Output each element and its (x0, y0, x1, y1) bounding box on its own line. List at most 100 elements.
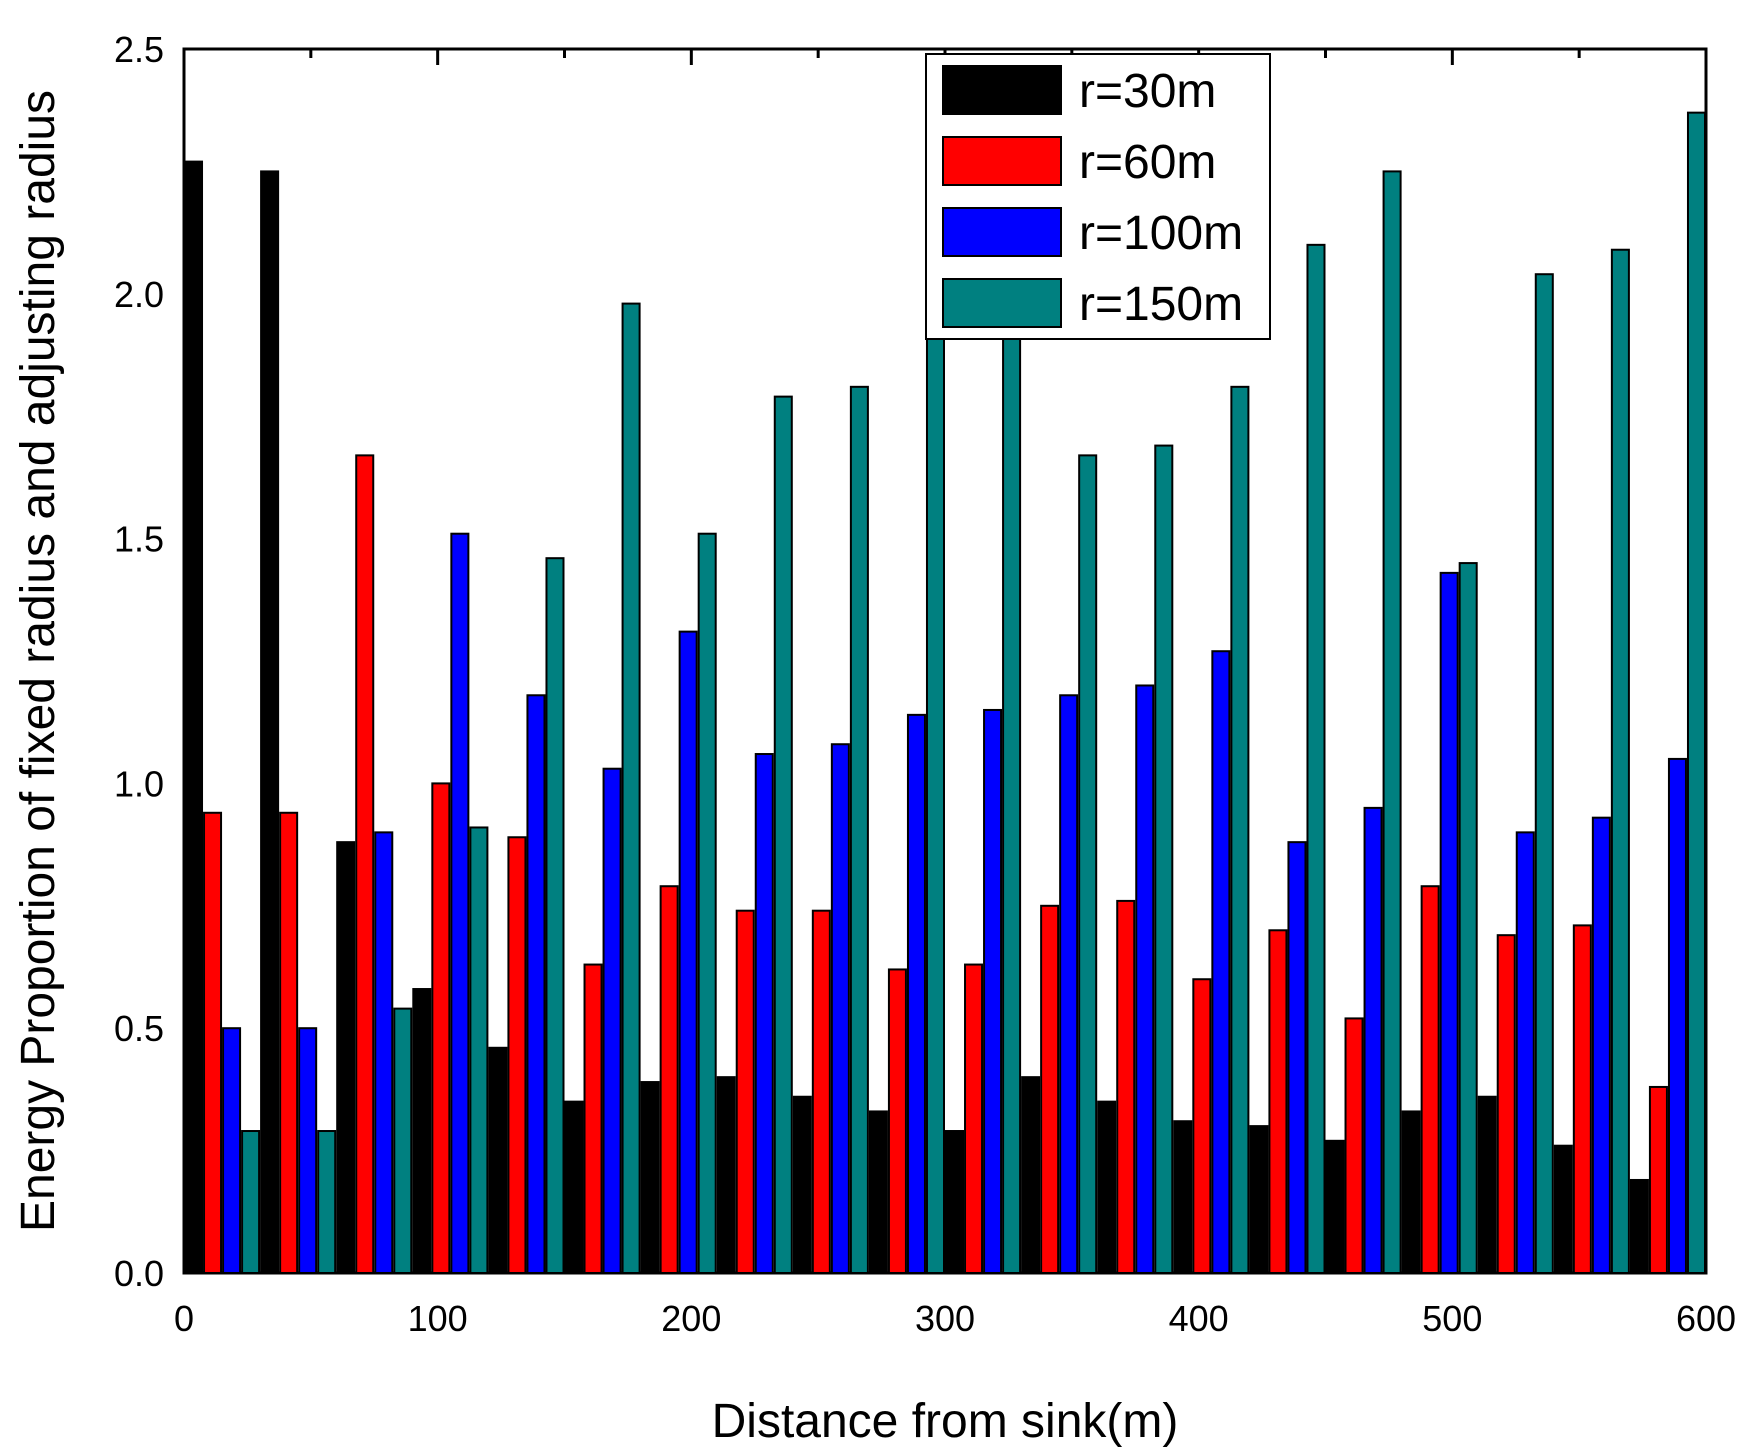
bar-r-60m (1040, 904, 1060, 1273)
legend-swatch (942, 65, 1062, 115)
bar-r-30m (1097, 1100, 1117, 1273)
x-tick-label: 0 (174, 1298, 194, 1339)
bar-r-150m (1078, 454, 1098, 1273)
bar-r-60m (964, 963, 984, 1273)
bar-r-60m (507, 836, 527, 1273)
y-tick-label: 0.0 (114, 1253, 164, 1294)
legend-label: r=60m (1079, 136, 1216, 189)
bar-r-100m (1059, 694, 1079, 1273)
x-tick-label: 100 (408, 1298, 468, 1339)
bar-r-60m (1268, 929, 1288, 1273)
bar-r-30m (488, 1046, 508, 1273)
bar-r-30m (792, 1095, 812, 1273)
bar-r-60m (735, 909, 755, 1273)
legend: r=30m r=60m r=100m r=150m (925, 53, 1271, 340)
bar-r-30m (640, 1081, 660, 1273)
bar-r-100m (983, 708, 1003, 1273)
bar-r-100m (602, 767, 622, 1273)
bar-r-30m (1707, 1229, 1724, 1273)
legend-label: r=30m (1079, 65, 1216, 118)
bar-r-150m (925, 336, 945, 1273)
bar-r-30m (1173, 1120, 1193, 1273)
bar-r-60m (203, 811, 223, 1273)
bar-r-150m (773, 395, 793, 1273)
bar-r-100m (1667, 757, 1687, 1273)
bar-r-60m (1648, 1085, 1668, 1273)
bar-r-60m (1726, 1082, 1743, 1273)
bar-r-150m (849, 385, 869, 1273)
legend-swatch (942, 278, 1062, 328)
bar-r-60m (1420, 885, 1440, 1273)
bar-r-30m (716, 1076, 736, 1273)
bar-r-150m (621, 302, 641, 1273)
bar-r-150m (1230, 385, 1250, 1273)
bar-r-30m (1325, 1139, 1345, 1273)
bar-r-150m (1154, 444, 1174, 1273)
bar-r-100m (374, 831, 394, 1273)
bar-r-100m (1287, 841, 1307, 1273)
legend-label: r=150m (1079, 278, 1243, 331)
bar-r-30m (260, 170, 280, 1273)
bar-r-60m (583, 963, 603, 1273)
x-tick-label: 200 (661, 1298, 721, 1339)
bar-r-30m (868, 1110, 888, 1273)
bar-r-30m (184, 160, 204, 1273)
bar-r-150m (1686, 111, 1706, 1273)
bar-r-150m (1002, 331, 1022, 1273)
bar-r-30m (1401, 1110, 1421, 1273)
bar-r-150m (1382, 170, 1402, 1273)
bar-r-150m (697, 532, 717, 1273)
bar-r-150m (1306, 243, 1326, 1273)
bar-r-150m (317, 1130, 337, 1273)
bar-r-100m (1135, 684, 1155, 1273)
bar-r-150m (1534, 273, 1554, 1273)
tick-labels: 0 100 200 300 400 500 600 0.0 0.5 1.0 1.5 2.0 2.5 (114, 29, 1736, 1339)
bar-r-60m (659, 885, 679, 1273)
legend-swatch (942, 207, 1062, 257)
bar-r-60m (355, 454, 375, 1273)
legend-label: r=100m (1079, 207, 1243, 260)
x-tick-label: 400 (1169, 1298, 1229, 1339)
bar-r-100m (298, 1027, 318, 1273)
bar-r-60m (811, 909, 831, 1273)
y-tick-label: 2.5 (114, 29, 164, 70)
x-tick-label: 300 (915, 1298, 975, 1339)
legend-swatch (942, 136, 1062, 186)
bar-r-60m (1572, 924, 1592, 1273)
bar-r-150m (241, 1130, 261, 1273)
y-tick-label: 0.5 (114, 1008, 164, 1049)
bar-r-150m (469, 826, 489, 1273)
bar-r-60m (431, 782, 451, 1273)
bar-r-60m (1192, 978, 1212, 1273)
bar-r-100m (526, 694, 546, 1273)
y-axis-title: Energy Proportion of fixed radius and ad… (12, 90, 65, 1232)
bar-r-30m (412, 988, 432, 1273)
bar-r-100m (754, 753, 774, 1273)
bar-r-60m (1344, 1017, 1364, 1273)
x-axis-title: Distance from sink(m) (712, 1395, 1179, 1448)
bar-r-30m (1553, 1144, 1573, 1273)
bar-r-60m (1116, 899, 1136, 1273)
x-tick-label: 600 (1676, 1298, 1736, 1339)
bar-r-100m (1591, 816, 1611, 1273)
y-tick-label: 1.0 (114, 763, 164, 804)
bar-r-150m (393, 1007, 413, 1273)
bar-r-100m (1515, 831, 1535, 1273)
bar-r-30m (1021, 1076, 1041, 1273)
bar-r-100m (1211, 650, 1231, 1273)
bar-r-100m (830, 743, 850, 1273)
bar-r-60m (1496, 934, 1516, 1273)
bar-r-100m (678, 630, 698, 1273)
bar-r-100m (222, 1027, 242, 1273)
bar-r-150m (545, 557, 565, 1273)
bar-r-30m (1477, 1095, 1497, 1273)
bar-r-100m (906, 713, 926, 1273)
y-tick-label: 1.5 (114, 519, 164, 560)
bar-r-100m (1363, 806, 1383, 1273)
bar-r-30m (336, 841, 356, 1273)
bar-r-30m (1249, 1125, 1269, 1273)
bar-r-30m (945, 1130, 965, 1273)
y-tick-label: 2.0 (114, 274, 164, 315)
bar-r-150m (1610, 248, 1630, 1273)
